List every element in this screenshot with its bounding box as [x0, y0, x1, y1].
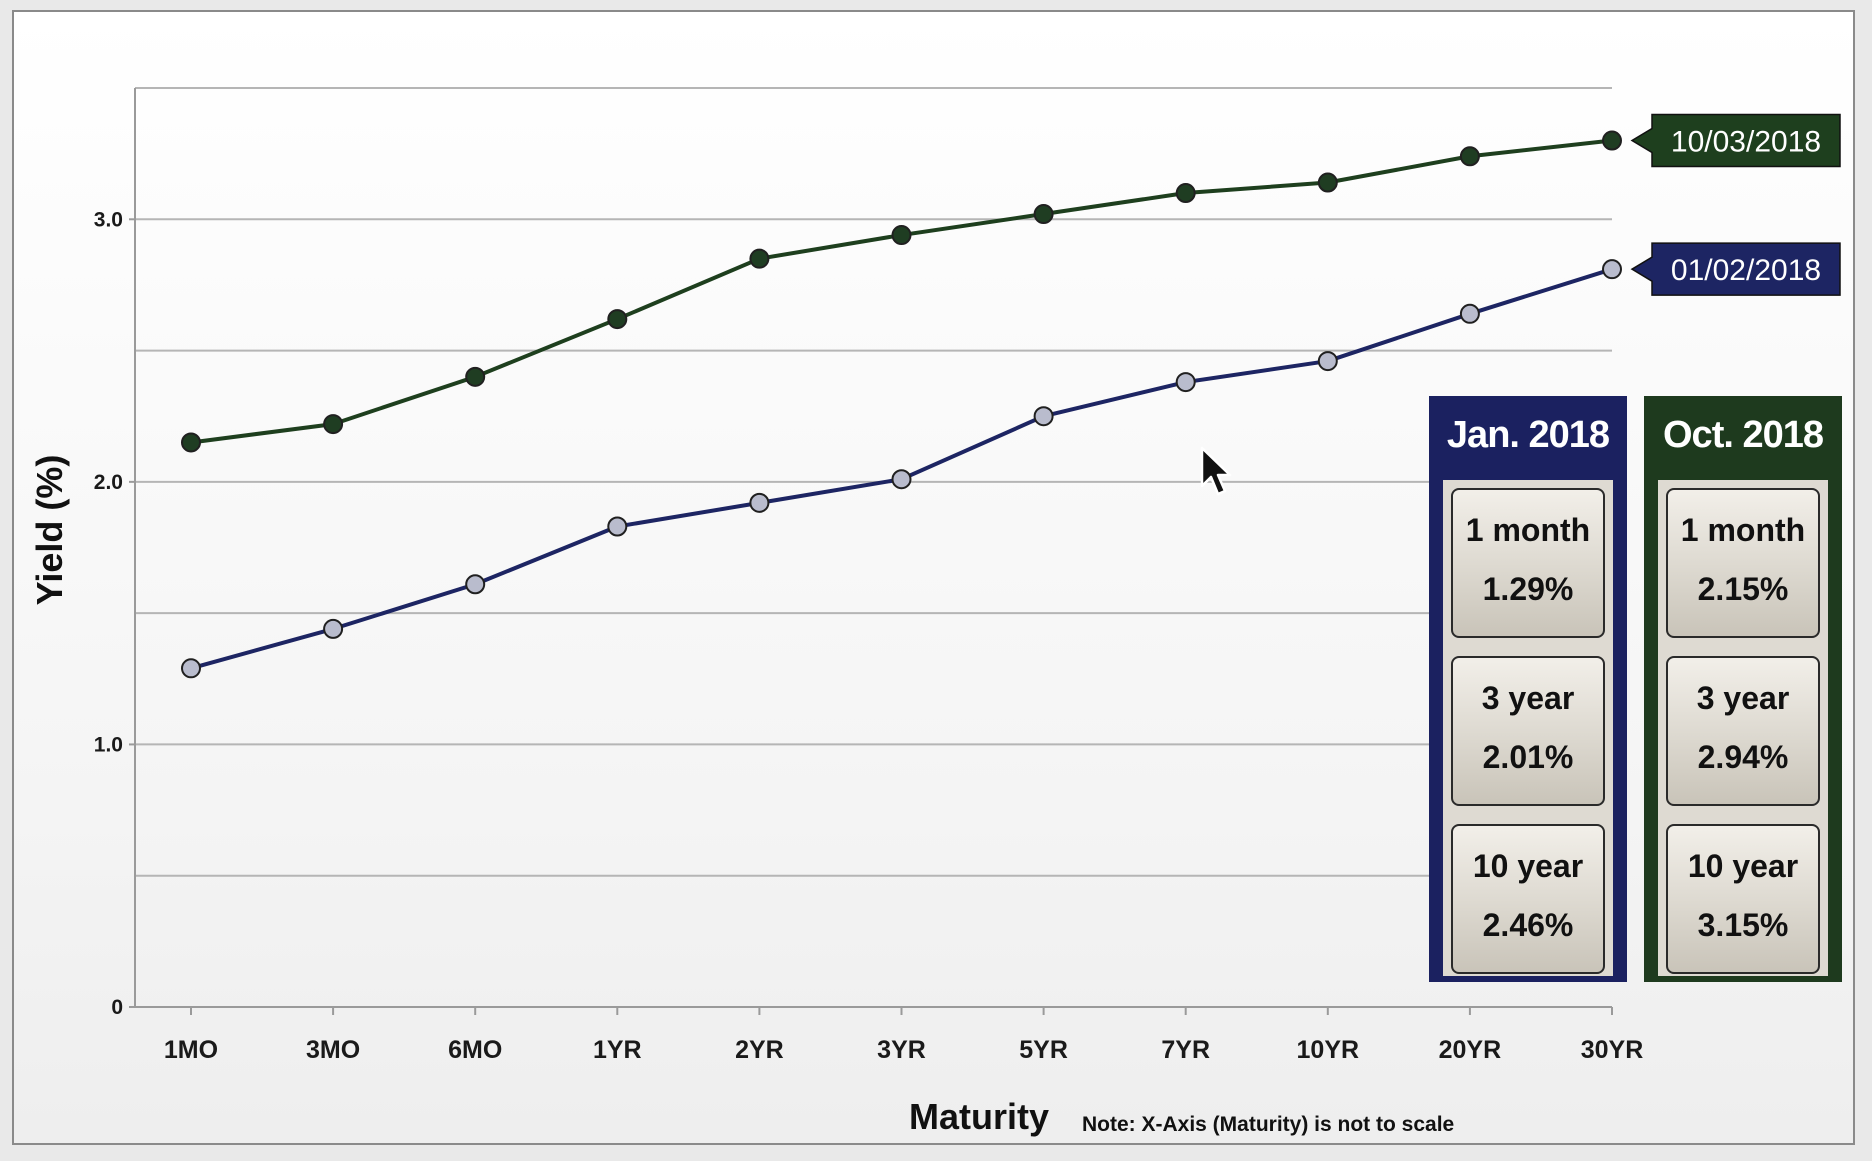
card-term: 10 year — [1687, 848, 1799, 884]
card-value: 3.15% — [1697, 907, 1789, 943]
yield-card: 3 year 2.94% — [1666, 656, 1820, 806]
axis-note: Note: X-Axis (Maturity) is not to scale — [1082, 1113, 1454, 1136]
data-point — [891, 469, 912, 490]
card-value: 2.15% — [1697, 571, 1789, 607]
panel-title: Jan. 2018 — [1446, 414, 1610, 456]
data-point — [1459, 303, 1480, 324]
panel-body: 1 month 1.29% 3 year 2.01% 10 year 2.46% — [1443, 480, 1613, 976]
data-point — [607, 309, 628, 330]
card-value: 2.94% — [1697, 739, 1789, 775]
y-axis-title: Yield (%) — [29, 455, 70, 606]
data-point — [749, 492, 770, 513]
panel-title: Oct. 2018 — [1663, 414, 1824, 456]
x-tick-label: 3YR — [877, 1036, 926, 1064]
series-name-label: 10/03/2018 — [1671, 126, 1821, 159]
card-term: 1 month — [1465, 512, 1591, 548]
data-point — [1317, 172, 1338, 193]
x-tick-label: 3MO — [306, 1036, 360, 1064]
yield-card: 10 year 2.46% — [1451, 824, 1605, 974]
data-point — [465, 366, 486, 387]
gridlines — [135, 87, 1612, 877]
data-point — [181, 432, 201, 453]
card-value: 2.01% — [1482, 739, 1574, 775]
x-tick-label: 5YR — [1019, 1036, 1068, 1064]
x-tick-label: 10YR — [1297, 1036, 1360, 1064]
axes: 0 1.0 2.0 3.0 1MO 3MO 6MO 1YR 2YR 3YR 5YR 7YR 10YR 20… — [94, 88, 1643, 1064]
x-tick-label: 1YR — [593, 1036, 642, 1064]
series-end-labels: 10/03/2018 01/02/2018 — [1630, 113, 1841, 296]
data-point — [181, 658, 201, 679]
card-value: 2.46% — [1482, 907, 1574, 943]
y-tick-label: 0 — [111, 996, 123, 1019]
panel-body: 1 month 2.15% 3 year 2.94% 10 year 3.15% — [1658, 480, 1828, 976]
panel-jan-2018: Jan. 2018 1 month 1.29% 3 year 2.01% 10 … — [1429, 396, 1627, 982]
data-point — [1317, 351, 1338, 372]
card-value: 1.29% — [1482, 571, 1574, 607]
data-point — [1175, 372, 1196, 393]
data-point — [607, 516, 628, 537]
series-lines — [181, 130, 1622, 679]
x-axis-title: Maturity — [909, 1096, 1049, 1137]
data-point — [323, 618, 344, 639]
x-tick-label: 6MO — [448, 1036, 502, 1064]
series-name-label: 01/02/2018 — [1671, 254, 1821, 287]
card-term: 3 year — [1696, 680, 1790, 716]
data-point — [1175, 183, 1196, 204]
yield-card: 1 month 1.29% — [1451, 488, 1605, 638]
data-point — [323, 414, 344, 435]
series-line — [190, 138, 1613, 445]
data-point — [465, 574, 486, 595]
x-tick-label: 30YR — [1581, 1036, 1644, 1064]
card-term: 1 month — [1680, 512, 1806, 548]
series-end-tag — [1630, 242, 1841, 296]
data-point — [1602, 259, 1622, 280]
data-point — [1459, 146, 1480, 167]
yield-card: 1 month 2.15% — [1666, 488, 1820, 638]
x-tick-label: 20YR — [1439, 1036, 1502, 1064]
y-tick-label: 3.0 — [94, 208, 123, 231]
data-point — [891, 225, 912, 246]
data-point — [1033, 204, 1054, 225]
x-tick-label: 2YR — [735, 1036, 784, 1064]
card-term: 10 year — [1472, 848, 1584, 884]
y-tick-label: 1.0 — [94, 733, 123, 756]
y-tick-label: 2.0 — [94, 471, 123, 494]
series-end-tag — [1630, 113, 1841, 168]
card-term: 3 year — [1481, 680, 1575, 716]
panel-oct-2018: Oct. 2018 1 month 2.15% 3 year 2.94% 10 … — [1644, 396, 1842, 982]
mouse-pointer-icon — [1200, 446, 1232, 496]
series-line — [190, 267, 1613, 671]
x-tick-label: 7YR — [1161, 1036, 1210, 1064]
data-point — [1033, 406, 1054, 427]
yield-card: 3 year 2.01% — [1451, 656, 1605, 806]
x-tick-label: 1MO — [164, 1036, 218, 1064]
yield-card: 10 year 3.15% — [1666, 824, 1820, 974]
data-point — [1602, 130, 1622, 151]
data-point — [749, 248, 770, 269]
